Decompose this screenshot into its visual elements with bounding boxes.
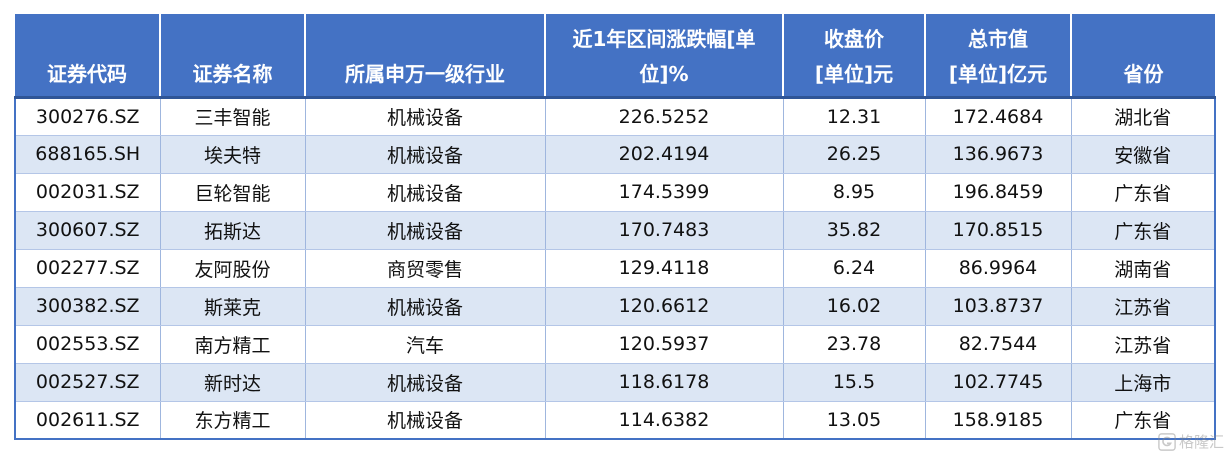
column-header-line: [单位]亿元	[948, 61, 1048, 86]
column-header: 所属申万一级行业	[304, 14, 546, 97]
table-cell: 23.78	[782, 325, 926, 364]
column-header-line: 总市值	[968, 26, 1028, 51]
table-cell: 136.9673	[924, 135, 1072, 174]
table-cell: 196.8459	[924, 173, 1072, 212]
watermark-text: 格隆汇	[1178, 433, 1224, 451]
table-cell: 6.24	[782, 249, 926, 288]
table-row: 300382.SZ 斯莱克 机械设备 120.6612 16.02 103.8737 江苏省	[14, 287, 1216, 326]
table-cell: 15.5	[782, 363, 926, 402]
table-cell: 广东省	[1070, 211, 1216, 250]
table-cell: 三丰智能	[159, 97, 306, 136]
table-cell: 002527.SZ	[14, 363, 161, 402]
table-cell: 商贸零售	[304, 249, 546, 288]
table-cell: 158.9185	[924, 401, 1072, 440]
table-row: 002527.SZ 新时达 机械设备 118.6178 15.5 102.7745 上海市	[14, 363, 1216, 402]
table-cell: 机械设备	[304, 97, 546, 136]
table-cell: 巨轮智能	[159, 173, 306, 212]
table-cell: 机械设备	[304, 363, 546, 402]
table-row: 300607.SZ 拓斯达 机械设备 170.7483 35.82 170.8515 广东省	[14, 211, 1216, 250]
table-cell: 广东省	[1070, 173, 1216, 212]
column-header: 证券名称	[159, 14, 306, 97]
table-cell: 86.9964	[924, 249, 1072, 288]
table-cell: 102.7745	[924, 363, 1072, 402]
table-cell: 16.02	[782, 287, 926, 326]
table-cell: 202.4194	[544, 135, 784, 174]
column-header-line: 位]%	[639, 61, 689, 86]
table-cell: 埃夫特	[159, 135, 306, 174]
table-cell: 13.05	[782, 401, 926, 440]
table-cell: 82.7544	[924, 325, 1072, 364]
column-header-line: [单位]元	[814, 61, 894, 86]
table-row: 002277.SZ 友阿股份 商贸零售 129.4118 6.24 86.9964 湖南省	[14, 249, 1216, 288]
column-header: 收盘价 [单位]元	[782, 14, 926, 97]
table-cell: 26.25	[782, 135, 926, 174]
table-cell: 114.6382	[544, 401, 784, 440]
table-cell: 东方精工	[159, 401, 306, 440]
table-cell: 新时达	[159, 363, 306, 402]
table-cell: 103.8737	[924, 287, 1072, 326]
column-header: 省份	[1070, 14, 1215, 97]
column-header-line: 所属申万一级行业	[345, 61, 505, 86]
table-row: 300276.SZ 三丰智能 机械设备 226.5252 12.31 172.4684 湖北…	[14, 97, 1216, 136]
table-cell: 688165.SH	[14, 135, 161, 174]
table-cell: 机械设备	[304, 173, 546, 212]
table-row: 002611.SZ 东方精工 机械设备 114.6382 13.05 158.9185 广东…	[14, 401, 1216, 440]
table-cell: 机械设备	[304, 211, 546, 250]
table-cell: 174.5399	[544, 173, 784, 212]
table-cell: 120.6612	[544, 287, 784, 326]
column-header-line: 收盘价	[824, 26, 884, 51]
table-cell: 机械设备	[304, 401, 546, 440]
column-header: 近1年区间涨跌幅[单 位]%	[544, 14, 784, 97]
table-row: 688165.SH 埃夫特 机械设备 202.4194 26.25 136.9673 安徽省	[14, 135, 1216, 174]
table-cell: 南方精工	[159, 325, 306, 364]
table-cell: 129.4118	[544, 249, 784, 288]
table-cell: 002611.SZ	[14, 401, 161, 440]
table-row: 002553.SZ 南方精工 汽车 120.5937 23.78 82.7544 江苏省	[14, 325, 1216, 364]
stock-table: 证券代码 证券名称 所属申万一级行业 近1年区间涨跌幅[单 位]% 收盘价 [单位]元 总市值…	[14, 14, 1216, 440]
table-cell: 机械设备	[304, 287, 546, 326]
table-cell: 118.6178	[544, 363, 784, 402]
watermark: 格隆汇	[1158, 431, 1224, 452]
table-cell: 汽车	[304, 325, 546, 364]
table-cell: 170.7483	[544, 211, 784, 250]
table-cell: 拓斯达	[159, 211, 306, 250]
table-cell: 300276.SZ	[14, 97, 161, 136]
table-cell: 友阿股份	[159, 249, 306, 288]
table-cell: 300607.SZ	[14, 211, 161, 250]
table-cell: 35.82	[782, 211, 926, 250]
table-cell: 002031.SZ	[14, 173, 161, 212]
gelonghui-logo-icon	[1158, 432, 1176, 451]
table-cell: 江苏省	[1070, 325, 1216, 364]
column-header: 总市值 [单位]亿元	[924, 14, 1072, 97]
header-row: 证券代码 证券名称 所属申万一级行业 近1年区间涨跌幅[单 位]% 收盘价 [单位]元 总市值…	[15, 14, 1215, 97]
table-cell: 170.8515	[924, 211, 1072, 250]
table-cell: 安徽省	[1070, 135, 1216, 174]
table-cell: 江苏省	[1070, 287, 1216, 326]
column-header-line: 证券代码	[47, 61, 127, 86]
table-cell: 002277.SZ	[14, 249, 161, 288]
table-cell: 8.95	[782, 173, 926, 212]
table-cell: 172.4684	[924, 97, 1072, 136]
table-cell: 湖北省	[1070, 97, 1216, 136]
table-body: 300276.SZ 三丰智能 机械设备 226.5252 12.31 172.4684 湖北…	[14, 97, 1216, 440]
table-row: 002031.SZ 巨轮智能 机械设备 174.5399 8.95 196.8459 广东省	[14, 173, 1216, 212]
column-header-line: 近1年区间涨跌幅[单	[572, 26, 756, 51]
table-cell: 002553.SZ	[14, 325, 161, 364]
table-header: 证券代码 证券名称 所属申万一级行业 近1年区间涨跌幅[单 位]% 收盘价 [单位]元 总市值…	[15, 14, 1215, 97]
table-cell: 上海市	[1070, 363, 1216, 402]
table-cell: 斯莱克	[159, 287, 306, 326]
table-cell: 120.5937	[544, 325, 784, 364]
column-header-line: 证券名称	[192, 61, 273, 86]
table-cell: 湖南省	[1070, 249, 1216, 288]
table-cell: 机械设备	[304, 135, 546, 174]
table-cell: 12.31	[782, 97, 926, 136]
table-cell: 300382.SZ	[14, 287, 161, 326]
column-header: 证券代码	[15, 14, 161, 97]
table-cell: 广东省	[1070, 401, 1216, 440]
table-cell: 226.5252	[544, 97, 784, 136]
column-header-line: 省份	[1123, 61, 1164, 86]
